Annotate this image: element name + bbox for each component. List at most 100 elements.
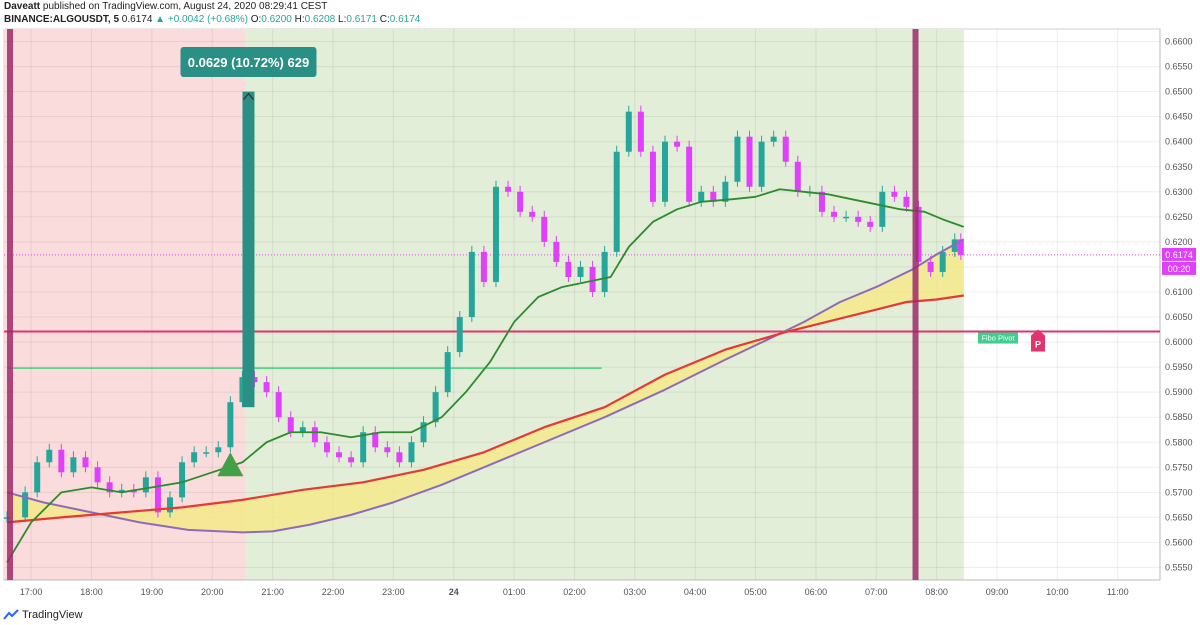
y-tick-label: 0.5550 (1165, 562, 1193, 572)
pivot-marker (1031, 329, 1045, 352)
x-tick-label: 03:00 (624, 587, 647, 597)
countdown-tag (1162, 261, 1196, 275)
candle-body (444, 352, 451, 393)
candle-body (553, 241, 560, 262)
candle-body (529, 211, 536, 217)
footer: TradingView (0, 604, 1200, 625)
y-tick-label: 0.5850 (1165, 412, 1193, 422)
candle-body (275, 392, 282, 418)
candle-body (637, 111, 644, 152)
y-tick-label: 0.6600 (1165, 37, 1193, 47)
candle-body (505, 186, 512, 192)
price-change: +0.0042 (+0.68%) (167, 14, 248, 25)
candle-body (601, 251, 608, 292)
candle-body (831, 211, 838, 217)
candle-body (70, 457, 77, 473)
candle-body (891, 191, 898, 197)
open-label: O: (250, 14, 262, 25)
candle-body (625, 111, 632, 152)
x-tick-label: 10:00 (1046, 587, 1069, 597)
candle-body (227, 402, 234, 448)
x-tick-label: 01:00 (503, 587, 526, 597)
close-label: C: (379, 14, 390, 25)
publish-line: Daveatt published on TradingView.com, Au… (4, 1, 327, 12)
candle-body (456, 317, 463, 353)
candle-body (662, 141, 669, 202)
candle-body (336, 452, 343, 458)
x-tick-label: 23:00 (382, 587, 405, 597)
last-price-tag (1162, 247, 1196, 261)
low-label: L: (338, 14, 347, 25)
y-tick-label: 0.5900 (1165, 387, 1193, 397)
last-price-tag-label: 0.6174 (1165, 250, 1193, 260)
candle-body (360, 432, 367, 463)
x-tick-label: 11:00 (1107, 587, 1129, 597)
candle-body (251, 377, 258, 383)
candle-body (142, 477, 149, 493)
author-name[interactable]: Daveatt (4, 1, 41, 12)
candle-body (167, 497, 174, 513)
x-tick-label: 20:00 (201, 587, 224, 597)
candle-body (649, 151, 656, 202)
candle-body (782, 136, 789, 162)
moving-average-line (6, 188, 965, 563)
x-tick-label: 21:00 (261, 587, 284, 597)
brand-label[interactable]: TradingView (22, 609, 83, 621)
vertical-marker-bar (912, 29, 919, 580)
candle-body (118, 489, 125, 493)
y-tick-label: 0.6500 (1165, 87, 1193, 97)
candle-body (420, 422, 427, 443)
candle-body (384, 447, 391, 453)
session-background (4, 29, 246, 580)
y-tick-label: 0.5750 (1165, 462, 1193, 472)
pivot-marker-label: P (1035, 340, 1041, 350)
ema-purple-line (6, 238, 965, 534)
x-tick-label: 05:00 (744, 587, 767, 597)
candle-body (239, 377, 246, 403)
fibo-pivot-label-box (978, 332, 1018, 344)
y-tick-label: 0.6200 (1165, 237, 1193, 247)
candle-body (106, 482, 113, 493)
candle-body (215, 447, 222, 453)
y-tick-label: 0.6450 (1165, 112, 1193, 122)
candle-body (179, 462, 186, 498)
measure-label-box (180, 47, 317, 77)
candle-body (480, 251, 487, 282)
candle-body (734, 136, 741, 182)
candle-body (541, 216, 548, 242)
candle-body (263, 382, 270, 393)
measure-arrow-icon (242, 92, 254, 101)
candle-body (855, 216, 862, 222)
candle-body (867, 221, 874, 227)
candle-body (517, 191, 524, 212)
candle-body (154, 477, 161, 513)
candle-body (674, 141, 681, 147)
candle-body (203, 452, 210, 454)
y-tick-label: 0.6250 (1165, 212, 1193, 222)
candle-body (323, 442, 330, 453)
candle-body (468, 251, 475, 318)
candle-body (82, 457, 89, 468)
y-tick-label: 0.6400 (1165, 137, 1193, 147)
candle-body (746, 136, 753, 187)
candle-body (432, 392, 439, 423)
y-tick-label: 0.6550 (1165, 62, 1193, 72)
y-tick-label: 0.6000 (1165, 337, 1193, 347)
tradingview-logo-icon[interactable] (3, 609, 19, 621)
symbol-name[interactable]: BINANCE:ALGOUSDT, 5 (4, 14, 120, 25)
y-tick-label: 0.6050 (1165, 312, 1193, 322)
candle-body (58, 449, 65, 473)
candle-body (492, 186, 499, 282)
open-value: 0.6200 (261, 14, 292, 25)
close-value: 0.6174 (389, 14, 421, 25)
candle-body (311, 427, 318, 443)
x-tick-label: 07:00 (865, 587, 888, 597)
candle-body (34, 462, 41, 493)
vertical-marker-bar (7, 29, 14, 580)
x-tick-label: 24 (449, 587, 459, 597)
candle-body (939, 251, 946, 272)
price-chart[interactable]: 0.6600 0.6550 0.6500 0.6450 0.6400 0.6350 0.63… (0, 0, 1200, 604)
countdown-label: 00:20 (1168, 264, 1191, 274)
candle-body (957, 239, 964, 255)
candle-body (299, 427, 306, 433)
